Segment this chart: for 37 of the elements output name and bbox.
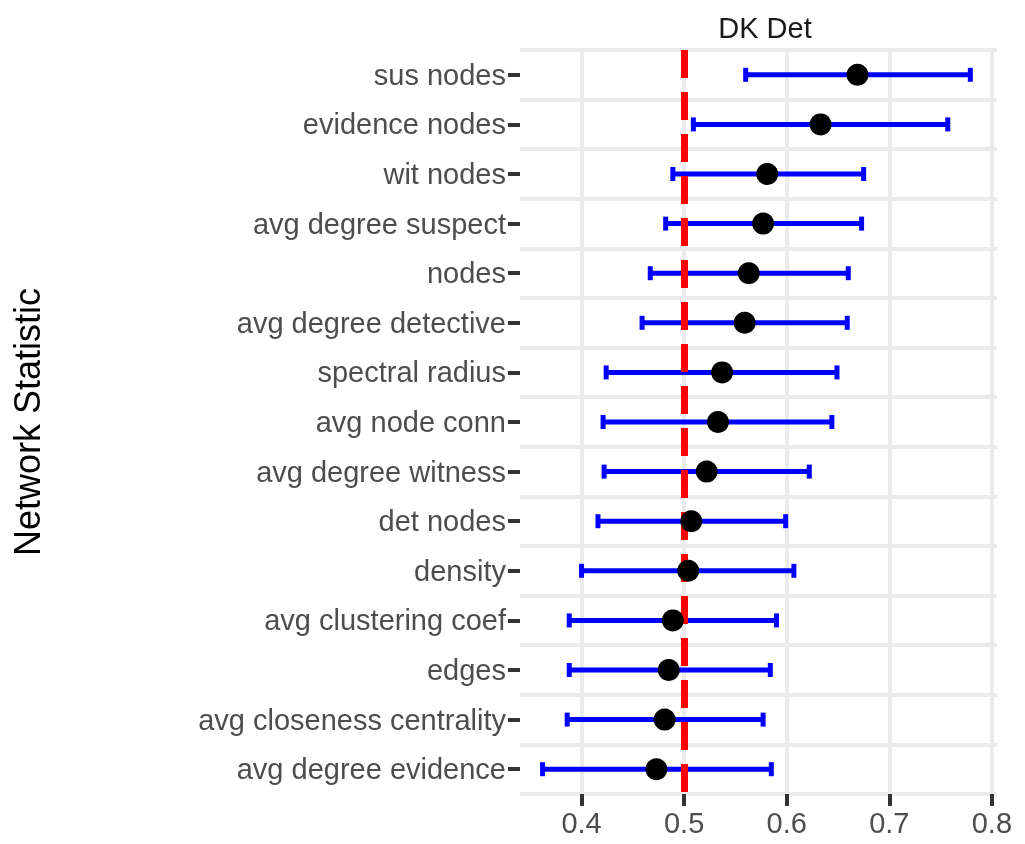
x-tick-label: 0.4 <box>561 806 602 839</box>
y-tick-label: sus nodes <box>373 58 506 91</box>
y-tick-label: avg node conn <box>315 406 506 438</box>
y-tick-label: det nodes <box>378 505 506 538</box>
y-tick-label: avg degree detective <box>236 306 506 339</box>
point <box>661 609 684 632</box>
point <box>756 163 779 185</box>
point <box>677 559 700 582</box>
x-tick-label: 0.5 <box>663 806 705 839</box>
y-axis-title: Network Statistic <box>6 287 48 557</box>
point <box>809 113 832 136</box>
point <box>711 361 734 384</box>
point <box>733 311 756 334</box>
point <box>752 212 775 235</box>
y-tick-label: evidence nodes <box>302 108 506 141</box>
y-tick-label: nodes <box>426 257 506 290</box>
point <box>737 262 760 285</box>
point <box>653 708 676 731</box>
y-tick-label: density <box>414 554 507 587</box>
point <box>645 758 668 781</box>
x-tick-label: 0.8 <box>971 806 1013 839</box>
chart-title: DK Det <box>718 11 812 44</box>
point <box>680 510 703 533</box>
point <box>846 63 869 86</box>
y-tick-label: avg degree witness <box>256 455 506 488</box>
x-tick-label: 0.6 <box>766 806 807 839</box>
point <box>707 411 729 433</box>
y-tick-label: spectral radius <box>317 356 506 389</box>
y-tick-label: avg clustering coef <box>264 604 507 637</box>
y-tick-label: wit nodes <box>382 158 506 190</box>
y-tick-label: avg closeness centrality <box>198 703 507 736</box>
point <box>695 460 718 483</box>
x-tick-label: 0.7 <box>869 806 910 839</box>
y-tick-label: avg degree evidence <box>236 753 506 786</box>
y-tick-label: avg degree suspect <box>252 207 506 240</box>
y-tick-label: edges <box>426 654 506 686</box>
point <box>657 659 680 681</box>
